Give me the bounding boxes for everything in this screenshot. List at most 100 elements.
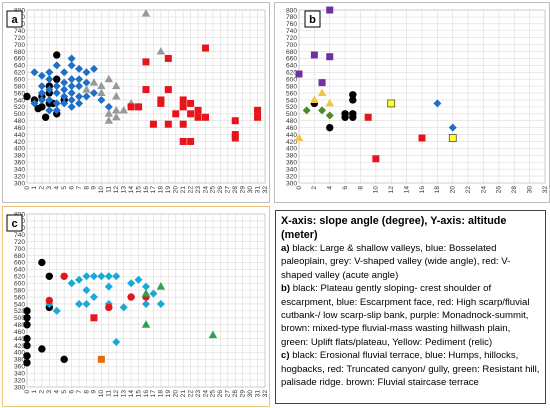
y-tick-label: 500 <box>14 315 25 322</box>
y-tick-label: 300 <box>14 384 25 391</box>
data-point <box>23 352 31 360</box>
x-tick-label: 4 <box>54 390 61 394</box>
legend-tag-b: b) <box>281 283 291 295</box>
x-tick-label: 6 <box>68 390 75 394</box>
data-point <box>67 75 76 84</box>
y-tick-label: 340 <box>14 166 25 173</box>
data-point <box>156 47 166 55</box>
data-point <box>231 117 239 125</box>
data-point <box>326 123 334 132</box>
plot-area <box>298 9 546 184</box>
y-tick-label: 620 <box>14 274 25 281</box>
data-point <box>67 82 76 91</box>
data-point <box>97 95 106 104</box>
legend-text-b: black: Plateau gently sloping- crest sho… <box>281 283 530 348</box>
legend-tag-a: a) <box>281 243 290 254</box>
x-tick-label: 7 <box>76 186 83 190</box>
data-point <box>23 314 31 322</box>
x-tick-label: 4 <box>327 186 334 190</box>
x-tick-label: 1 <box>31 390 38 394</box>
data-point <box>82 286 91 295</box>
x-tick-label: 18 <box>158 186 165 194</box>
data-point <box>37 89 46 98</box>
data-point <box>53 51 61 59</box>
series-markers <box>294 88 334 142</box>
x-tick-label: 0 <box>296 186 303 190</box>
series-markers <box>387 99 457 142</box>
data-point <box>202 113 209 121</box>
data-point <box>97 355 105 363</box>
data-point <box>41 113 50 121</box>
data-point <box>60 68 69 77</box>
x-tick-label: 10 <box>98 390 105 398</box>
panel-label-box <box>6 214 23 232</box>
panel-label-text: c <box>11 218 17 230</box>
y-tick-label: 440 <box>286 132 297 139</box>
y-tick-label: 500 <box>14 111 25 118</box>
data-point <box>104 109 114 117</box>
y-tick-label: 460 <box>286 125 297 132</box>
data-point <box>97 88 106 97</box>
data-point <box>142 299 150 308</box>
panel-label-text: a <box>11 14 18 26</box>
y-tick-label: 520 <box>14 104 25 111</box>
data-point <box>67 279 76 288</box>
data-point <box>112 112 121 121</box>
data-point <box>141 8 151 17</box>
y-tick-label: 660 <box>14 56 25 63</box>
y-tick-label: 380 <box>14 357 25 364</box>
legend-entry-b: b) black: Plateau gently sloping- crest … <box>281 282 540 349</box>
data-point <box>89 293 98 302</box>
data-point <box>75 299 84 308</box>
data-point <box>112 92 121 100</box>
data-point <box>45 68 54 77</box>
data-point <box>172 110 180 118</box>
y-tick-label: 380 <box>286 153 297 160</box>
y-tick-label: 640 <box>14 267 25 274</box>
y-tick-label: 540 <box>14 301 25 308</box>
data-point <box>82 272 91 281</box>
data-point <box>179 120 187 128</box>
data-point <box>67 89 76 98</box>
y-tick-label: 620 <box>14 70 25 77</box>
y-tick-label: 640 <box>14 63 25 70</box>
series-markers <box>30 54 113 115</box>
data-point <box>67 95 76 104</box>
x-tick-label: 11 <box>106 390 113 397</box>
data-point <box>325 98 334 107</box>
y-tick-label: 620 <box>286 70 297 77</box>
y-tick-label: 520 <box>14 308 25 315</box>
x-tick-label: 27 <box>225 186 232 194</box>
x-tick-label: 25 <box>210 390 217 398</box>
x-tick-label: 16 <box>143 186 150 194</box>
x-tick-label: 25 <box>210 186 217 194</box>
y-tick-label: 540 <box>14 97 25 104</box>
series-markers <box>127 44 262 145</box>
y-tick-label: 700 <box>14 246 25 253</box>
x-tick-label: 22 <box>465 186 472 194</box>
data-point <box>38 345 46 353</box>
x-tick-label: 10 <box>98 186 105 194</box>
y-tick-label: 640 <box>286 63 297 70</box>
x-tick-label: 26 <box>217 186 224 194</box>
data-point <box>89 89 98 98</box>
x-tick-label: 15 <box>135 186 142 194</box>
x-tick-label: 17 <box>150 186 157 194</box>
y-tick-label: 660 <box>14 260 25 267</box>
data-point <box>30 99 39 108</box>
data-point <box>89 78 99 86</box>
data-point <box>97 81 106 90</box>
y-tick-label: 380 <box>14 153 25 160</box>
data-point <box>156 282 166 290</box>
x-tick-label: 1 <box>31 186 38 190</box>
x-tick-label: 16 <box>143 390 150 398</box>
y-tick-label: 740 <box>14 28 25 35</box>
y-tick-label: 720 <box>286 35 297 42</box>
data-point <box>179 103 187 111</box>
data-point <box>97 272 106 281</box>
data-point <box>294 133 304 142</box>
y-tick-label: 320 <box>286 173 297 180</box>
panel-label-box <box>6 10 23 28</box>
data-point <box>364 113 372 121</box>
data-point <box>104 74 114 83</box>
